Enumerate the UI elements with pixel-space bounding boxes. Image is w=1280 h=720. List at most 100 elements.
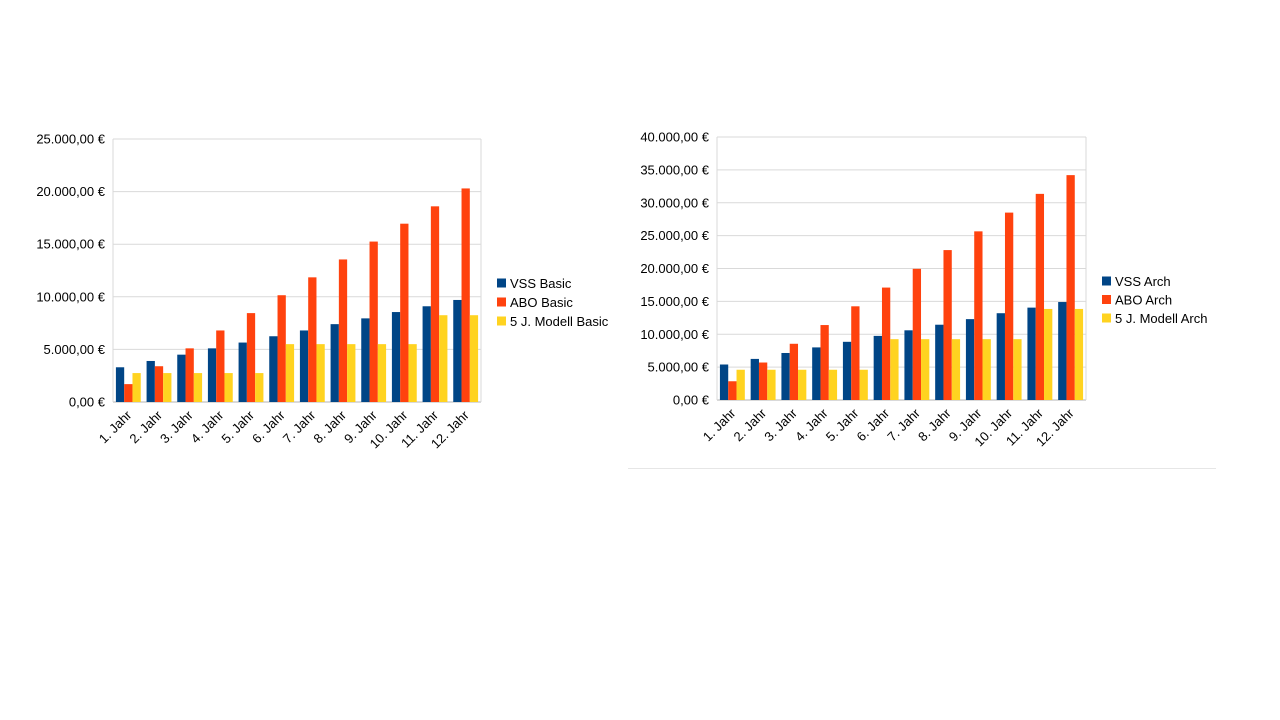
legend-swatch <box>497 297 506 307</box>
bar <box>146 360 155 402</box>
y-tick-label: 15.000,00 € <box>36 237 105 252</box>
bar <box>890 339 899 400</box>
bar <box>921 339 930 400</box>
bar <box>238 342 247 402</box>
bar <box>461 188 470 402</box>
bar <box>842 341 852 400</box>
bar <box>207 348 217 402</box>
legend-label: VSS Basic <box>510 276 572 291</box>
x-tick-label: 6. Jahr <box>854 405 893 444</box>
bar <box>728 381 737 400</box>
legend-swatch <box>497 316 506 326</box>
bar <box>330 324 339 402</box>
bar <box>974 231 983 400</box>
bar <box>812 347 821 400</box>
bar <box>430 206 440 402</box>
bar <box>851 306 860 400</box>
legend-label: ABO Basic <box>510 295 573 310</box>
y-tick-label: 25.000,00 € <box>640 228 709 243</box>
bar <box>781 352 790 400</box>
y-tick-label: 40.000,00 € <box>640 130 709 145</box>
legend-swatch <box>1102 313 1111 323</box>
bar <box>1058 302 1067 400</box>
bar <box>789 343 799 400</box>
bar <box>369 241 378 402</box>
bar <box>115 367 125 402</box>
bar <box>246 313 256 402</box>
bar <box>453 299 462 402</box>
bar <box>408 344 417 402</box>
bar <box>912 268 922 400</box>
y-tick-label: 5.000,00 € <box>648 360 710 375</box>
bar <box>758 362 768 400</box>
bar <box>736 369 745 400</box>
bar <box>1035 193 1045 400</box>
bar <box>982 339 991 400</box>
bar <box>185 348 194 402</box>
y-tick-label: 0,00 € <box>69 395 106 410</box>
y-tick-label: 35.000,00 € <box>640 162 709 177</box>
legend-swatch <box>1102 295 1111 304</box>
bar <box>347 344 356 402</box>
bar <box>422 306 431 402</box>
legend-label: 5 J. Modell Arch <box>1115 311 1208 326</box>
legend-label: ABO Arch <box>1115 293 1172 308</box>
x-tick-label: 4. Jahr <box>792 405 831 444</box>
bar <box>904 330 913 400</box>
legend-swatch <box>1102 276 1111 286</box>
x-tick-label: 3. Jahr <box>761 405 800 444</box>
y-tick-label: 15.000,00 € <box>640 294 709 309</box>
bar <box>996 313 1005 400</box>
y-tick-label: 10.000,00 € <box>640 327 709 342</box>
x-tick-label: 8. Jahr <box>915 405 954 444</box>
bar <box>391 312 401 402</box>
bar <box>361 318 370 402</box>
bar <box>338 259 348 402</box>
bar <box>820 325 829 400</box>
bar <box>881 287 891 400</box>
bar <box>316 344 325 402</box>
bar <box>439 315 448 402</box>
bar <box>400 223 409 402</box>
bar <box>255 373 264 402</box>
bar <box>224 373 233 402</box>
y-tick-label: 0,00 € <box>673 393 710 408</box>
bar <box>193 373 203 402</box>
bar <box>308 277 317 402</box>
y-tick-label: 20.000,00 € <box>640 261 709 276</box>
bar <box>767 369 776 400</box>
y-tick-label: 5.000,00 € <box>44 342 106 357</box>
divider-line <box>628 468 1216 469</box>
y-tick-label: 20.000,00 € <box>36 184 105 199</box>
bar <box>935 324 944 400</box>
bar <box>798 369 807 400</box>
legend-label: 5 J. Modell Basic <box>510 314 609 329</box>
bar <box>1074 308 1084 400</box>
bar <box>750 358 759 400</box>
x-tick-label: 2. Jahr <box>731 405 770 444</box>
bar <box>1004 212 1014 400</box>
bar <box>216 330 225 402</box>
bar <box>469 315 479 402</box>
bar <box>177 354 186 402</box>
bar <box>943 250 952 400</box>
bar <box>154 366 164 402</box>
bar <box>1066 175 1075 400</box>
y-tick-label: 10.000,00 € <box>36 289 105 304</box>
bar <box>951 339 961 400</box>
bar <box>965 319 975 400</box>
bar <box>377 344 387 402</box>
bar <box>719 364 729 400</box>
y-tick-label: 25.000,00 € <box>36 132 105 147</box>
x-tick-label: 5. Jahr <box>823 405 862 444</box>
legend-swatch <box>497 278 506 288</box>
bar <box>163 373 172 402</box>
bar <box>132 373 141 402</box>
bar <box>285 344 295 402</box>
bar <box>1027 307 1036 400</box>
bar <box>299 330 309 402</box>
bar <box>277 295 286 402</box>
